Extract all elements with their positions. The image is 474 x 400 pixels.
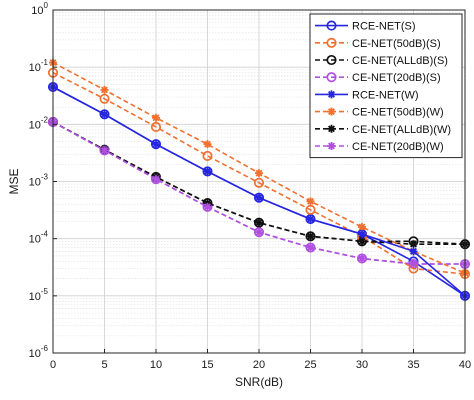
legend-entry: RCE-NET(S) xyxy=(315,20,416,33)
data-point xyxy=(203,167,212,176)
legend-entry: CE-NET(50dB)(S) xyxy=(315,37,441,50)
legend-entry: CE-NET(ALLdB)(W) xyxy=(315,124,451,136)
x-tick-label: 15 xyxy=(201,359,213,371)
legend-marker xyxy=(327,142,336,150)
data-point xyxy=(358,237,366,246)
data-point xyxy=(305,242,316,253)
legend-marker xyxy=(327,124,336,133)
data-point xyxy=(152,140,160,149)
data-point xyxy=(305,231,316,242)
x-tick-label: 0 xyxy=(50,359,56,371)
x-tick-label: 5 xyxy=(101,359,107,371)
y-tick-label: 10-5 xyxy=(29,287,49,303)
data-point xyxy=(305,204,316,215)
legend-marker xyxy=(326,37,337,48)
x-tick-label: 30 xyxy=(356,359,368,371)
x-tick-label: 20 xyxy=(253,359,265,371)
data-point xyxy=(358,222,366,231)
legend-label: CE-NET(ALLdB)(W) xyxy=(352,124,451,136)
data-point xyxy=(100,146,109,155)
data-point xyxy=(306,197,315,206)
x-axis-ticks: 0 5 10 15 20 25 30 35 40 xyxy=(50,349,471,371)
data-point xyxy=(100,110,109,119)
y-tick-label: 10-2 xyxy=(29,115,49,131)
data-point xyxy=(253,177,265,188)
legend-label: CE-NET(50dB)(S) xyxy=(352,38,441,50)
legend-marker xyxy=(327,90,336,99)
data-point xyxy=(152,113,160,122)
data-point xyxy=(358,254,366,263)
data-point xyxy=(150,121,162,132)
data-point xyxy=(203,140,212,149)
x-tick-label: 25 xyxy=(304,359,316,371)
legend-label: CE-NET(ALLdB)(S) xyxy=(352,55,448,67)
y-tick-label: 10-6 xyxy=(29,344,49,360)
x-axis-label: SNR(dB) xyxy=(235,375,283,389)
legend: RCE-NET(S) CE-NET(50dB)(S) CE-NET(ALLdB)(S… xyxy=(309,13,463,159)
legend-label: RCE-NET(W) xyxy=(352,89,419,101)
x-tick-label: 35 xyxy=(407,359,419,371)
data-point xyxy=(202,166,213,177)
data-point xyxy=(409,240,418,249)
legend-marker xyxy=(326,72,337,83)
data-point xyxy=(409,247,418,256)
legend-entry: RCE-NET(W) xyxy=(315,89,419,101)
x-tick-label: 40 xyxy=(459,359,471,371)
data-point xyxy=(150,139,162,150)
data-point xyxy=(255,218,263,227)
y-axis-label: MSE xyxy=(7,168,21,194)
data-point xyxy=(306,243,315,252)
y-tick-label: 10-3 xyxy=(29,173,49,189)
legend-entry: CE-NET(20dB)(S) xyxy=(315,72,441,84)
data-point xyxy=(253,227,265,238)
data-point xyxy=(100,85,109,94)
data-point xyxy=(255,228,263,237)
data-point xyxy=(255,169,263,178)
legend-marker xyxy=(327,107,336,116)
legend-entry: CE-NET(20dB)(W) xyxy=(315,141,444,153)
y-tick-label: 10-4 xyxy=(29,230,49,246)
legend-label: CE-NET(20dB)(S) xyxy=(352,72,441,84)
x-tick-label: 10 xyxy=(150,359,162,371)
data-point xyxy=(152,175,160,184)
legend-entry: CE-NET(ALLdB)(S) xyxy=(315,54,448,67)
legend-entry: CE-NET(50dB)(W) xyxy=(315,107,444,119)
data-point xyxy=(305,214,316,225)
legend-label: CE-NET(50dB)(W) xyxy=(352,107,444,119)
data-point xyxy=(253,217,265,228)
data-point xyxy=(358,230,366,239)
series-line xyxy=(52,71,466,275)
data-point xyxy=(255,193,263,202)
data-point xyxy=(253,192,265,203)
data-point xyxy=(202,150,213,161)
y-axis-ticks: 10-6 10-5 10-4 10-3 10-2 10-1 100 xyxy=(29,1,57,360)
data-point xyxy=(306,215,315,224)
legend-label: RCE-NET(S) xyxy=(352,21,416,33)
series-line xyxy=(52,121,466,245)
legend-label: CE-NET(20dB)(W) xyxy=(352,141,444,153)
y-tick-label: 100 xyxy=(31,1,48,17)
data-point xyxy=(409,260,418,269)
data-point xyxy=(99,109,110,120)
data-point xyxy=(306,232,315,241)
data-point xyxy=(203,202,212,211)
data-point xyxy=(99,93,110,104)
legend-marker xyxy=(326,54,337,66)
legend-marker xyxy=(326,20,337,31)
legend-box xyxy=(309,13,463,159)
y-tick-label: 10-1 xyxy=(29,58,49,74)
